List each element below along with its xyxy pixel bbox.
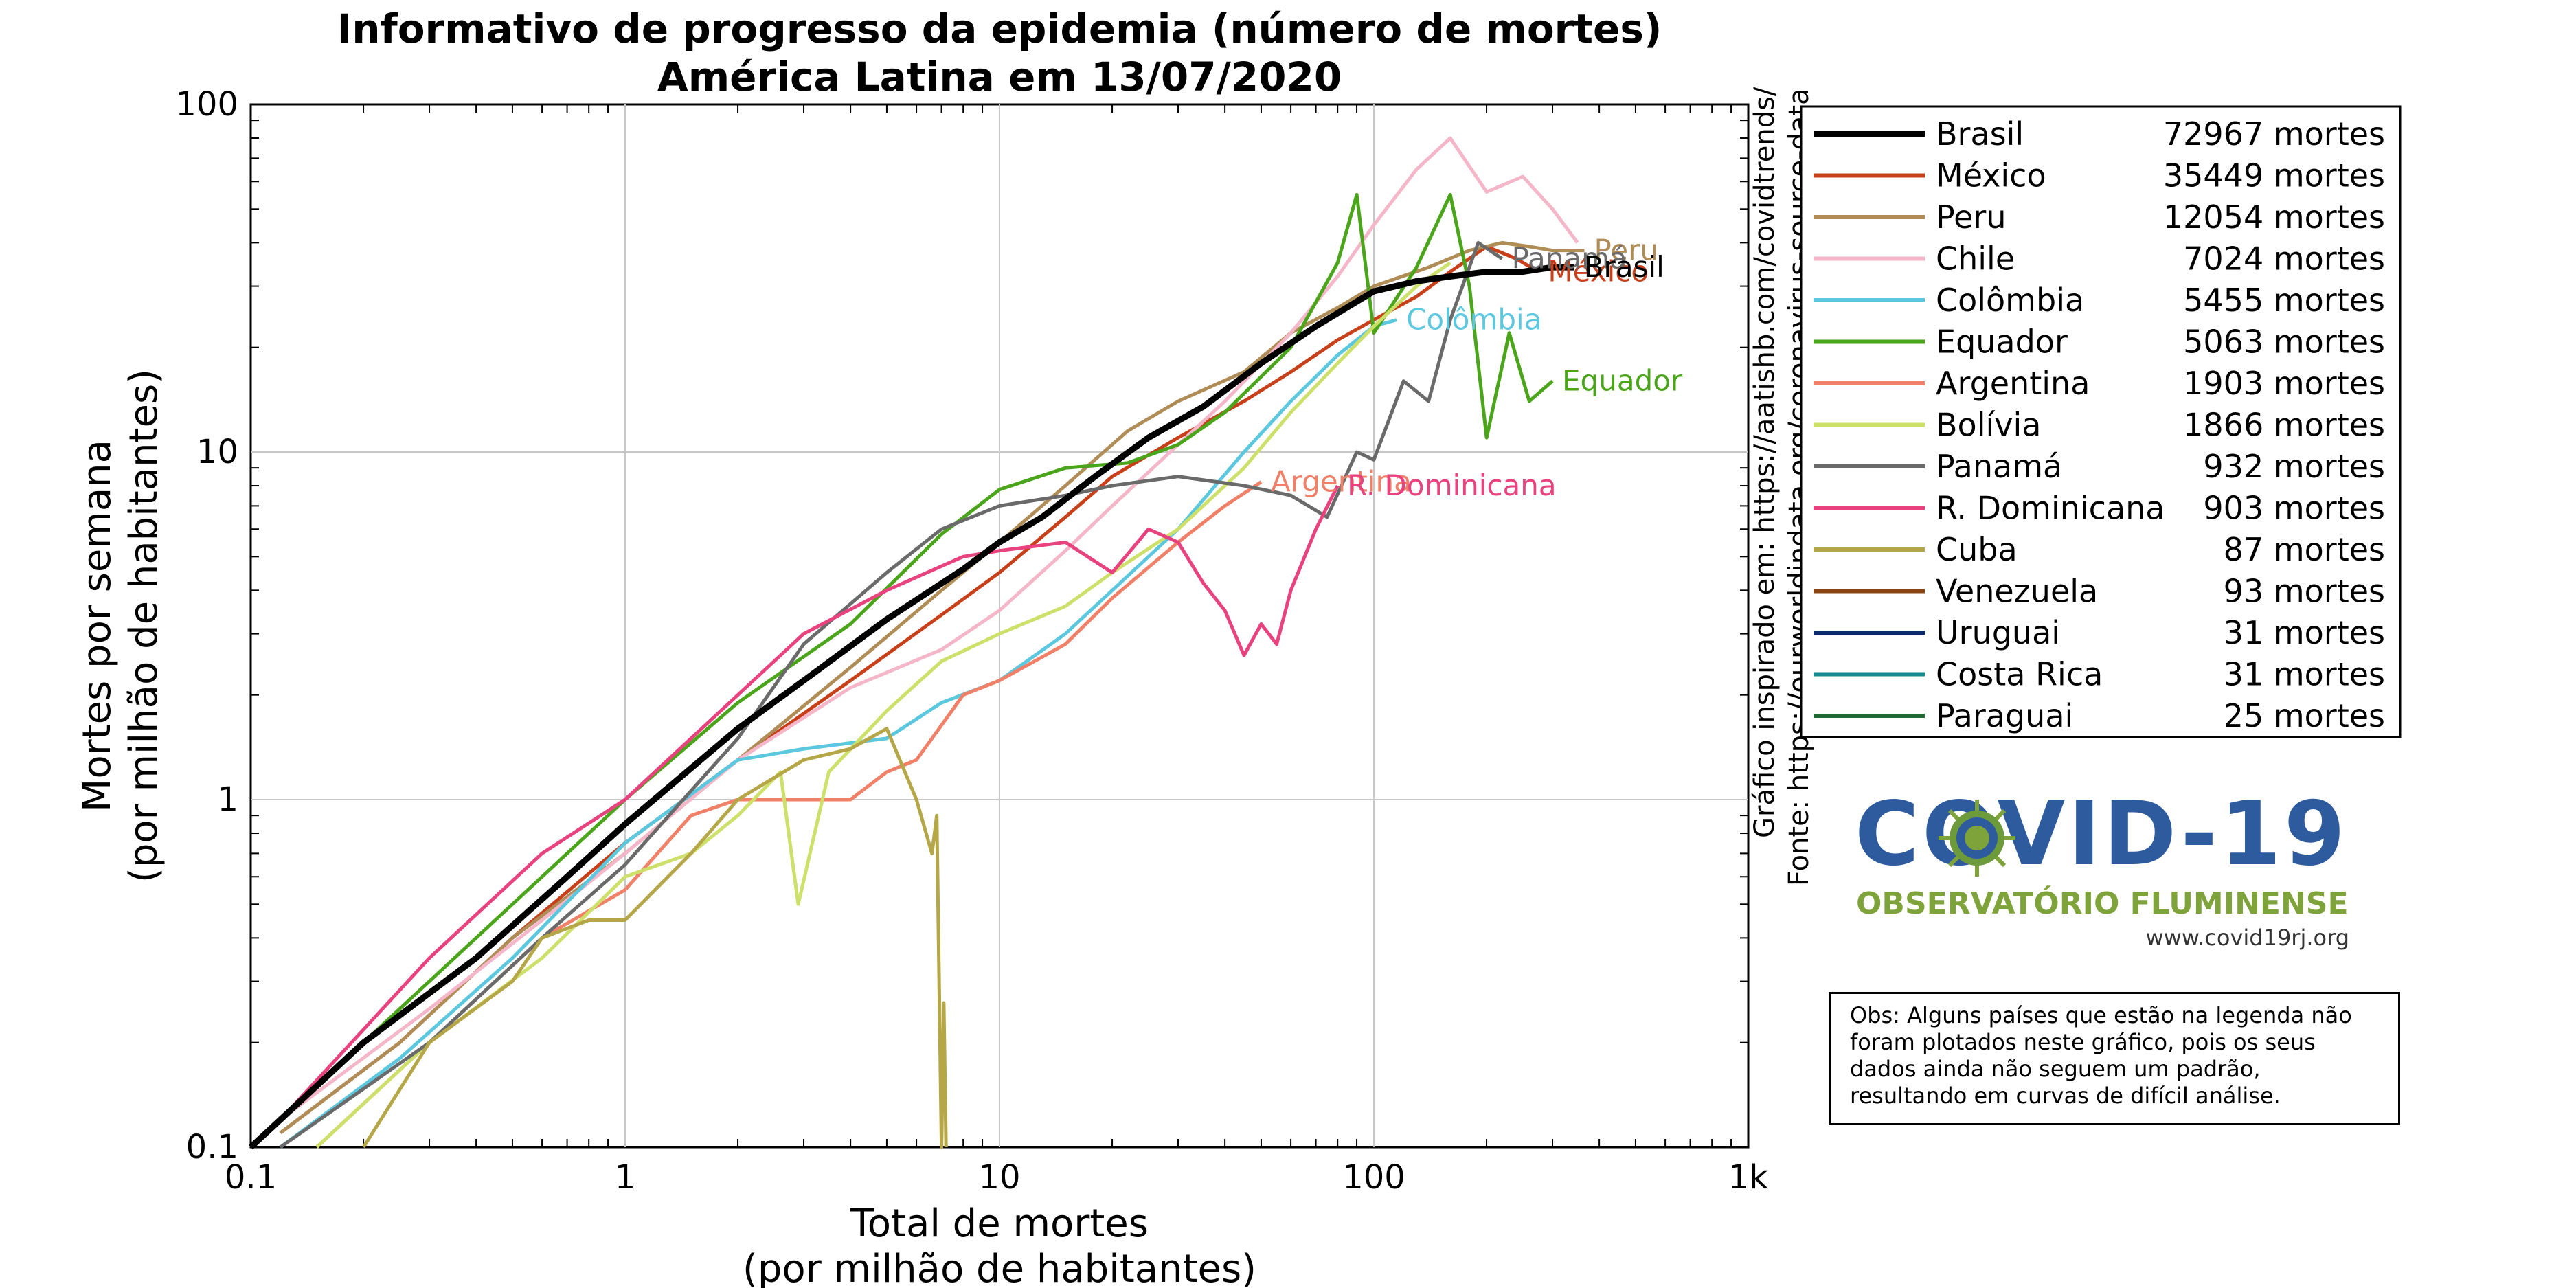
- source-inspired: Gráfico inspirado em: https://aatishb.co…: [1749, 87, 1781, 838]
- curve-label-argentina: Argentina: [1271, 465, 1412, 499]
- logo-url: www.covid19rj.org: [2145, 925, 2349, 951]
- y-tick-label: 0.1: [186, 1128, 238, 1166]
- covid19-logo: COVID-19 OBSERVATÓRIO FLUMINENSE www.cov…: [1855, 790, 2349, 955]
- legend-name-equador: Equador: [1936, 324, 2068, 361]
- legend-name-chile: Chile: [1936, 240, 2015, 278]
- curve-label-brasil: Brasil: [1584, 250, 1664, 284]
- tick-labels: 0.1 1 10 100 1k 0.1 1 10 100: [175, 85, 1768, 1197]
- legend-deaths-panama: 932 mortes: [2203, 448, 2385, 485]
- legend-name-panama: Panamá: [1936, 448, 2062, 485]
- legend-deaths-equador: 5063 mortes: [2183, 324, 2385, 361]
- legend-deaths-bolivia: 1866 mortes: [2183, 407, 2385, 444]
- legend-name-brasil: Brasil: [1936, 115, 2024, 152]
- legend-name-uruguai: Uruguai: [1936, 614, 2060, 651]
- virus-icon: [1939, 800, 2015, 877]
- legend-deaths-colombia: 5455 mortes: [2183, 282, 2385, 319]
- grid-lines: [251, 104, 1748, 1147]
- legend-deaths-paraguai: 25 mortes: [2224, 697, 2385, 734]
- legend-deaths-peru: 12054 mortes: [2163, 199, 2385, 236]
- legend-deaths-chile: 7024 mortes: [2183, 240, 2385, 278]
- observation-text: Obs: Alguns países que estão na legenda …: [1850, 1002, 2352, 1109]
- series-line-brasil: [248, 264, 1574, 1150]
- x-tick-label: 1: [615, 1158, 636, 1197]
- legend-name-r-dominicana: R. Dominicana: [1936, 490, 2165, 527]
- logo-title-text: COVID-19: [1855, 783, 2348, 885]
- legend-deaths-costa-rica: 31 mortes: [2224, 656, 2385, 693]
- legend-deaths-brasil: 72967 mortes: [2163, 115, 2385, 152]
- minor-ticks: [251, 104, 1748, 1147]
- chart-title-line2: América Latina em 13/07/2020: [657, 54, 1342, 100]
- y-tick-label: 10: [196, 433, 238, 471]
- legend-name-argentina: Argentina: [1936, 365, 2090, 402]
- legend-name-paraguai: Paraguai: [1936, 697, 2073, 734]
- curve-label-equador: Equador: [1562, 364, 1683, 398]
- legend-name-mexico: México: [1936, 157, 2046, 194]
- legend-name-venezuela: Venezuela: [1936, 573, 2098, 610]
- legend-name-peru: Peru: [1936, 199, 2006, 236]
- series-line-panama: [279, 240, 1503, 1149]
- y-tick-label: 100: [175, 85, 238, 124]
- y-axis-label-line1: Mortes por semana: [75, 440, 120, 812]
- series-line-equador: [249, 192, 1554, 1149]
- legend: Brasil 72967 mortes México 35449 mortes Peru…: [1814, 115, 2385, 734]
- chart-title-line1: Informativo de progresso da epidemia (nú…: [337, 5, 1662, 52]
- legend-name-costa-rica: Costa Rica: [1936, 656, 2103, 693]
- legend-deaths-uruguai: 31 mortes: [2224, 614, 2385, 651]
- curve-label-peru: Peru: [1594, 234, 1658, 267]
- x-tick-label: 100: [1342, 1158, 1405, 1197]
- x-tick-label: 0.1: [225, 1158, 277, 1197]
- legend-name-colombia: Colômbia: [1936, 282, 2084, 319]
- curve-label-r-dominicana: R. Dominicana: [1347, 468, 1556, 502]
- curve-label-panama: Panamá: [1512, 242, 1627, 275]
- series-line-r-dominicana: [279, 484, 1340, 1121]
- legend-name-bolivia: Bolívia: [1936, 407, 2041, 444]
- series-layer: [248, 136, 1585, 1150]
- legend-deaths-r-dominicana: 903 mortes: [2203, 490, 2385, 527]
- x-tick-label: 1k: [1728, 1158, 1769, 1197]
- x-axis-label-line2: (por milhão de habitantes): [743, 1247, 1256, 1288]
- logo-subtitle: OBSERVATÓRIO FLUMINENSE: [1856, 886, 2349, 921]
- x-tick-label: 10: [978, 1158, 1020, 1197]
- legend-deaths-venezuela: 93 mortes: [2224, 573, 2385, 610]
- curve-label-colombia: Colômbia: [1406, 303, 1541, 337]
- y-axis-label-line2: (por milhão de habitantes): [122, 369, 166, 883]
- series-line-cuba: [361, 727, 948, 1149]
- legend-deaths-argentina: 1903 mortes: [2183, 365, 2385, 402]
- series-line-bolivia: [315, 261, 1451, 1149]
- legend-name-cuba: Cuba: [1936, 531, 2018, 568]
- curve-label-mexico: México: [1548, 255, 1649, 289]
- y-tick-label: 1: [217, 780, 238, 819]
- legend-deaths-cuba: 87 mortes: [2224, 531, 2385, 568]
- logo-title: COVID-19: [1855, 790, 2348, 879]
- x-axis-label-line1: Total de mortes: [850, 1201, 1149, 1246]
- observation-note: Obs: Alguns países que estão na legenda …: [1829, 992, 2400, 1125]
- legend-deaths-mexico: 35449 mortes: [2163, 157, 2385, 194]
